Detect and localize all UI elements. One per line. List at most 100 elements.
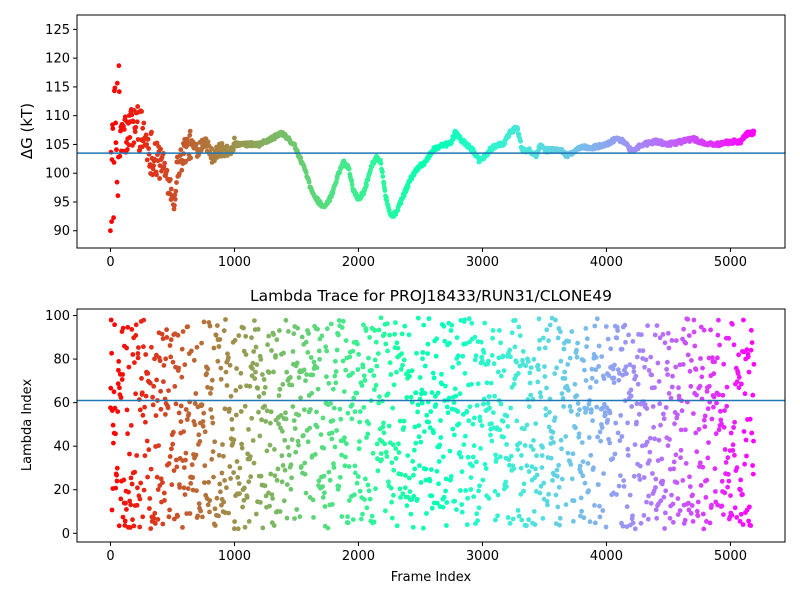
lambda-point xyxy=(309,390,315,396)
lambda-point xyxy=(410,458,416,464)
lambda-point xyxy=(288,462,294,468)
lambda-point xyxy=(162,498,167,503)
lambda-point xyxy=(647,458,652,463)
lambda-point xyxy=(528,392,533,398)
lambda-point xyxy=(486,496,492,501)
lambda-point xyxy=(363,328,369,333)
delta-g-point xyxy=(187,128,193,134)
lambda-point xyxy=(556,484,562,490)
lambda-point xyxy=(529,464,535,470)
lambda-point xyxy=(549,435,554,441)
lambda-point xyxy=(583,378,589,383)
lambda-point xyxy=(357,409,363,414)
lambda-point xyxy=(589,375,595,381)
lambda-point xyxy=(128,475,134,481)
lambda-point xyxy=(160,336,166,342)
lambda-point xyxy=(205,384,210,390)
lambda-point xyxy=(360,364,366,370)
lambda-point xyxy=(260,372,265,377)
lambda-point xyxy=(347,354,353,360)
lambda-point xyxy=(193,391,199,396)
lambda-point xyxy=(135,485,140,491)
lambda-point xyxy=(614,335,620,341)
lambda-point xyxy=(698,324,704,330)
delta-g-point xyxy=(110,126,116,131)
lambda-point xyxy=(272,447,277,452)
lambda-point xyxy=(456,421,462,427)
lambda-point xyxy=(400,362,405,368)
lambda-point xyxy=(281,350,286,356)
delta-g-point xyxy=(230,147,236,153)
lambda-point xyxy=(383,341,389,347)
lambda-point xyxy=(546,424,552,430)
lambda-point xyxy=(327,477,333,483)
lambda-point xyxy=(152,521,158,526)
lambda-point xyxy=(278,413,284,418)
delta-g-point xyxy=(112,85,118,91)
lambda-point xyxy=(746,518,751,524)
lambda-point xyxy=(214,323,220,328)
lambda-point xyxy=(571,498,577,504)
lambda-point xyxy=(212,523,218,528)
lambda-point xyxy=(671,459,677,465)
lambda-point xyxy=(109,507,115,513)
lambda-point xyxy=(330,418,336,423)
lambda-point xyxy=(337,474,343,480)
lambda-point xyxy=(533,466,538,472)
lambda-point xyxy=(701,327,707,333)
lambda-point xyxy=(165,405,171,411)
lambda-point xyxy=(276,393,282,398)
lambda-point xyxy=(492,488,498,494)
delta-g-point xyxy=(176,171,182,177)
lambda-point xyxy=(709,416,715,422)
lambda-point xyxy=(447,448,453,454)
lambda-point xyxy=(182,362,188,368)
lambda-point xyxy=(482,461,488,467)
lambda-point xyxy=(599,425,605,430)
lambda-point xyxy=(600,508,606,513)
lambda-point xyxy=(224,383,230,388)
lambda-point xyxy=(446,395,452,401)
lambda-point xyxy=(715,355,720,361)
x-tick-label: 2000 xyxy=(342,255,375,270)
lambda-point xyxy=(477,414,483,420)
lambda-point xyxy=(634,401,640,407)
lambda-point xyxy=(565,450,571,456)
lambda-point xyxy=(521,488,526,494)
lambda-point xyxy=(574,393,580,398)
lambda-point xyxy=(365,482,371,488)
lambda-point xyxy=(667,437,672,442)
lambda-point xyxy=(271,523,277,528)
lambda-point xyxy=(380,424,386,430)
lambda-point xyxy=(343,454,348,460)
lambda-point xyxy=(694,508,700,514)
lambda-point xyxy=(751,361,757,367)
lambda-point xyxy=(604,405,610,411)
lambda-point xyxy=(533,489,539,494)
lambda-point xyxy=(355,341,360,347)
lambda-point xyxy=(223,369,229,375)
lambda-point xyxy=(510,516,516,522)
lambda-point xyxy=(387,332,392,338)
lambda-point xyxy=(406,332,412,338)
lambda-point xyxy=(542,364,547,369)
lambda-point xyxy=(739,381,744,387)
lambda-point xyxy=(375,468,381,474)
lambda-point xyxy=(554,473,560,479)
lambda-point xyxy=(444,523,449,528)
lambda-point xyxy=(168,337,174,343)
lambda-point xyxy=(508,405,514,411)
lambda-point xyxy=(178,403,184,409)
lambda-point xyxy=(514,418,520,424)
lambda-point xyxy=(274,337,280,343)
lambda-point xyxy=(700,365,705,371)
lambda-point xyxy=(639,332,644,338)
lambda-point xyxy=(624,371,629,377)
lambda-point xyxy=(148,466,154,472)
lambda-point xyxy=(114,465,120,471)
lambda-point xyxy=(264,408,270,414)
lambda-point xyxy=(575,401,581,406)
lambda-point xyxy=(332,373,338,379)
lambda-point xyxy=(350,348,356,354)
